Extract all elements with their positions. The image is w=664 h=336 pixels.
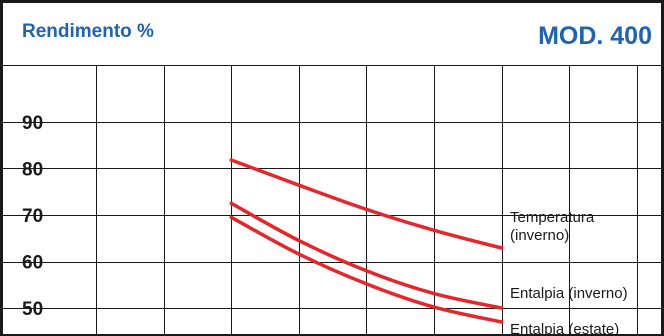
series-line-1 (229, 158, 504, 250)
series-line-2 (229, 201, 504, 310)
series-label-line: Temperatura (510, 209, 595, 226)
grid (0, 66, 664, 336)
y-tick-label: 90 (22, 113, 43, 134)
y-tick-label: 80 (22, 159, 43, 180)
series-label-line: Entalpia (estate) (510, 321, 619, 336)
chart-title: MOD. 400 (538, 22, 652, 50)
curve-labels: Temperatura (inverno) Entalpia (inverno) En… (510, 209, 628, 336)
y-tick-label: 70 (22, 206, 43, 227)
series-label-line: (inverno) (510, 227, 569, 244)
y-tick-label: 50 (22, 299, 43, 320)
y-tick-label: 60 (22, 253, 43, 274)
y-axis-label: Rendimento % (22, 21, 154, 42)
series-label-line: Entalpia (inverno) (510, 285, 628, 302)
series-label-2: Entalpia (inverno) (510, 285, 628, 302)
y-tick-labels: 90 80 70 60 50 (22, 113, 43, 320)
series-label-1: Temperatura (inverno) (510, 209, 595, 244)
curves (229, 158, 504, 324)
series-label-3: Entalpia (estate) (510, 321, 619, 336)
series-line-3 (229, 215, 504, 324)
